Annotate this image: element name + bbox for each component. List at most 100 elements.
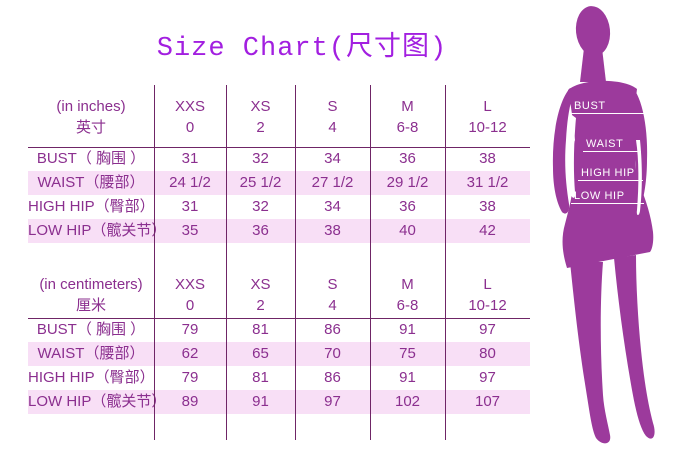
size-header-cell: S 4 bbox=[295, 274, 370, 316]
size-header-cell: XS 2 bbox=[226, 274, 295, 316]
table-row: HIGH HIP（臀部） 79 81 86 91 97 bbox=[28, 366, 530, 390]
value-cell: 86 bbox=[324, 321, 341, 338]
value-cell: 91 bbox=[399, 369, 416, 386]
table-grid-line bbox=[154, 85, 155, 440]
value-cell: 25 1/2 bbox=[239, 174, 282, 191]
value-cell: 91 bbox=[252, 393, 269, 410]
value-cell: 81 bbox=[252, 369, 269, 386]
value-cell: 107 bbox=[474, 393, 501, 410]
value-cell: 97 bbox=[479, 321, 496, 338]
size-number: 10-12 bbox=[468, 119, 507, 136]
value-cell: 34 bbox=[324, 150, 341, 167]
value-cell: 34 bbox=[324, 198, 341, 215]
value-cell: 79 bbox=[181, 321, 199, 338]
unit-label-en: (in centimeters) bbox=[39, 276, 143, 293]
value-cell: 27 1/2 bbox=[311, 174, 354, 191]
value-cell: 80 bbox=[479, 345, 496, 362]
measurement-lines bbox=[570, 113, 644, 204]
value-cell: 31 bbox=[181, 150, 199, 167]
row-label: HIGH HIP（臀部） bbox=[28, 369, 155, 386]
value-cell: 86 bbox=[324, 369, 341, 386]
value-cell: 91 bbox=[399, 321, 416, 338]
cm-table-header: (in centimeters) 厘米 XXS 0 XS 2 S 4 M 6-8… bbox=[28, 274, 530, 316]
row-label: BUST（ 胸围 ） bbox=[36, 150, 146, 167]
size-label: XS bbox=[250, 276, 271, 293]
size-label: L bbox=[483, 276, 492, 293]
row-label: HIGH HIP（臀部） bbox=[28, 198, 155, 215]
value-cell: 36 bbox=[399, 150, 416, 167]
size-number: 0 bbox=[185, 119, 195, 136]
table-row: HIGH HIP（臀部） 31 32 34 36 38 bbox=[28, 195, 530, 219]
unit-header-cell: (in inches) 英寸 bbox=[28, 96, 154, 138]
value-cell: 62 bbox=[181, 345, 199, 362]
size-number: 10-12 bbox=[468, 297, 507, 314]
high-hip-figure-label: HIGH HIP bbox=[581, 167, 635, 179]
value-cell: 38 bbox=[479, 150, 496, 167]
size-number: 4 bbox=[328, 297, 337, 314]
size-header-cell: XXS 0 bbox=[154, 96, 226, 138]
value-cell: 32 bbox=[252, 198, 269, 215]
value-cell: 65 bbox=[252, 345, 269, 362]
page-title: Size Chart(尺寸图) bbox=[156, 34, 448, 64]
table-grid-line bbox=[295, 85, 296, 440]
value-cell: 75 bbox=[399, 345, 416, 362]
value-cell: 70 bbox=[324, 345, 341, 362]
value-cell: 79 bbox=[181, 369, 199, 386]
table-row: LOW HIP（髋关节） 89 91 97 102 107 bbox=[28, 390, 530, 414]
row-label: BUST（ 胸围 ） bbox=[36, 321, 146, 338]
unit-label-en: (in inches) bbox=[56, 98, 126, 115]
size-header-cell: XS 2 bbox=[226, 96, 295, 138]
size-label: M bbox=[401, 276, 414, 293]
size-number: 6-8 bbox=[396, 297, 419, 314]
table-row: WAIST（腰部） 24 1/2 25 1/2 27 1/2 29 1/2 31… bbox=[28, 171, 530, 195]
size-label: XXS bbox=[174, 276, 205, 293]
size-label: M bbox=[401, 98, 414, 115]
value-cell: 36 bbox=[399, 198, 416, 215]
body-silhouette-figure: BUST WAIST HIGH HIP LOW HIP bbox=[552, 6, 655, 444]
size-header-cell: XXS 0 bbox=[154, 274, 226, 316]
value-cell: 35 bbox=[181, 222, 199, 239]
value-cell: 31 bbox=[181, 198, 199, 215]
value-cell: 42 bbox=[479, 222, 496, 239]
size-label: XXS bbox=[174, 98, 205, 115]
size-header-cell: S 4 bbox=[295, 96, 370, 138]
value-cell: 89 bbox=[181, 393, 199, 410]
value-cell: 102 bbox=[394, 393, 421, 410]
unit-header-cell: (in centimeters) 厘米 bbox=[28, 274, 154, 316]
size-number: 2 bbox=[256, 119, 265, 136]
value-cell: 40 bbox=[399, 222, 416, 239]
table-row: WAIST（腰部） 62 65 70 75 80 bbox=[28, 342, 530, 366]
table-grid-line bbox=[370, 85, 371, 440]
size-number: 2 bbox=[256, 297, 265, 314]
silhouette-shape bbox=[552, 6, 655, 444]
size-number: 4 bbox=[328, 119, 337, 136]
size-label: S bbox=[327, 276, 338, 293]
table-row: BUST（ 胸围 ） 31 32 34 36 38 bbox=[28, 147, 530, 171]
table-grid-line bbox=[445, 85, 446, 440]
header-divider-line bbox=[28, 318, 530, 319]
value-cell: 31 1/2 bbox=[466, 174, 509, 191]
unit-label-zh: 英寸 bbox=[75, 119, 106, 136]
row-label: WAIST（腰部） bbox=[37, 345, 145, 362]
size-label: XS bbox=[250, 98, 271, 115]
unit-label-zh: 厘米 bbox=[75, 297, 106, 314]
value-cell: 32 bbox=[252, 150, 269, 167]
value-cell: 24 1/2 bbox=[169, 174, 211, 191]
value-cell: 38 bbox=[479, 198, 496, 215]
value-cell: 97 bbox=[479, 369, 496, 386]
size-number: 6-8 bbox=[396, 119, 419, 136]
size-header-cell: M 6-8 bbox=[370, 274, 445, 316]
value-cell: 97 bbox=[324, 393, 341, 410]
size-header-cell: L 10-12 bbox=[445, 274, 530, 316]
arm-body-gap-highlights bbox=[568, 115, 642, 216]
row-label: LOW HIP（髋关节） bbox=[28, 393, 167, 410]
value-cell: 81 bbox=[252, 321, 269, 338]
bust-figure-label: BUST bbox=[574, 100, 606, 112]
waist-figure-label: WAIST bbox=[586, 138, 623, 150]
inches-table-header: (in inches) 英寸 XXS 0 XS 2 S 4 M 6-8 L 10… bbox=[28, 96, 530, 138]
size-number: 0 bbox=[185, 297, 195, 314]
row-label: LOW HIP（髋关节） bbox=[28, 222, 167, 239]
low-hip-figure-label: LOW HIP bbox=[574, 190, 625, 202]
size-header-cell: L 10-12 bbox=[445, 96, 530, 138]
size-header-cell: M 6-8 bbox=[370, 96, 445, 138]
